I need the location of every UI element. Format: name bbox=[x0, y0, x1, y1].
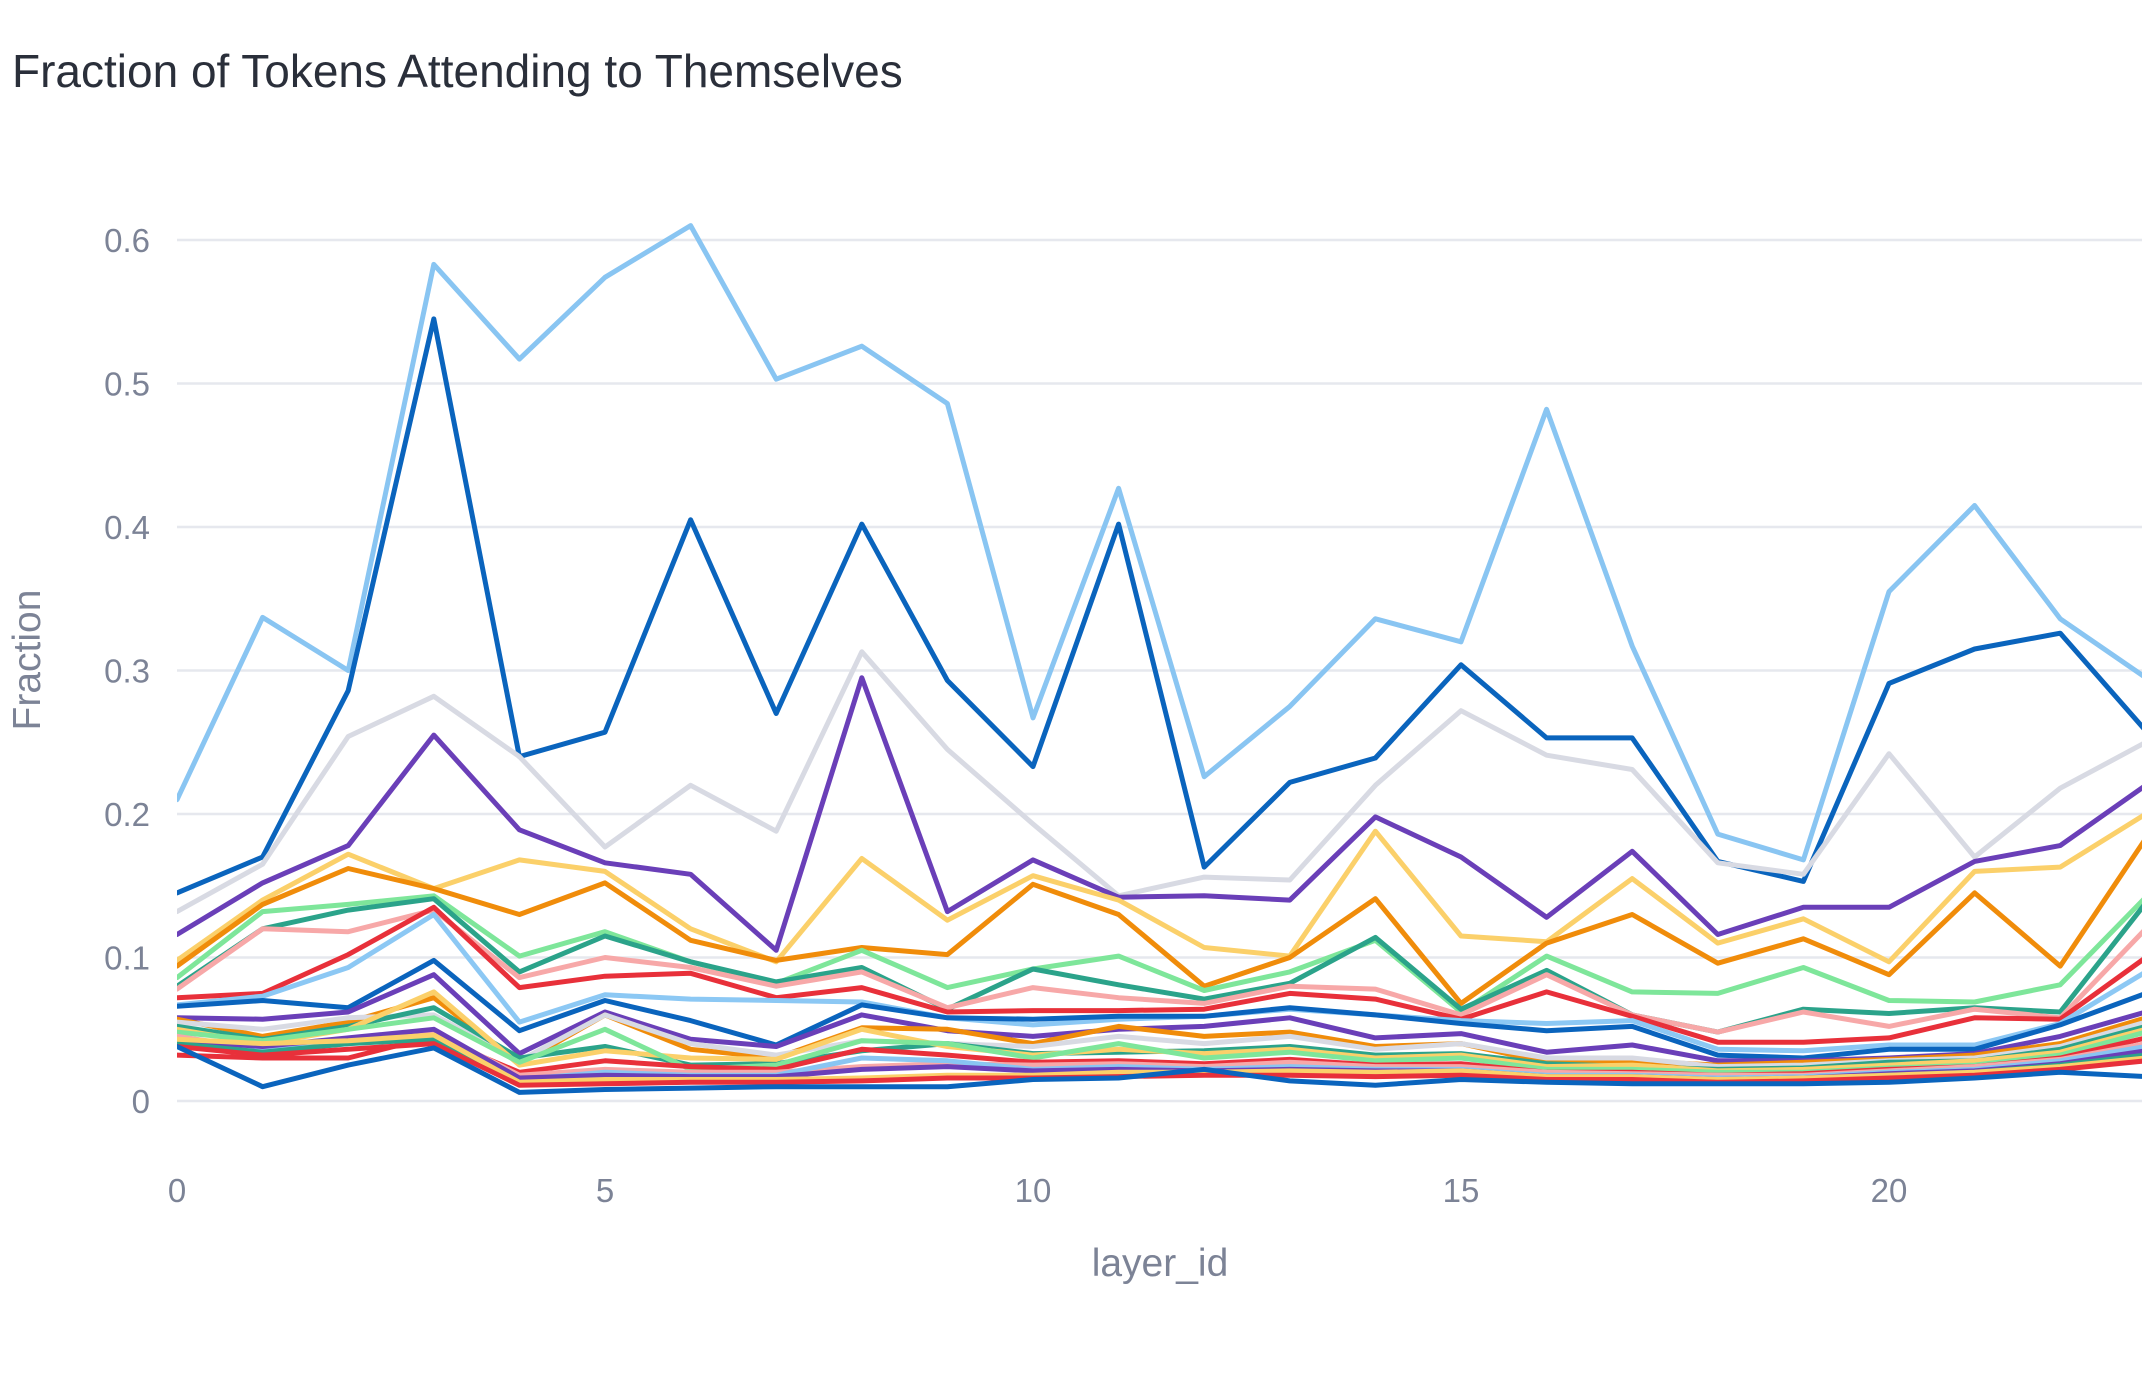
series-line-4[interactable] bbox=[177, 675, 2142, 953]
series-line-9[interactable] bbox=[177, 907, 2142, 1035]
y-tick-label: 0.4 bbox=[104, 509, 150, 546]
series-line-26[interactable] bbox=[177, 1044, 2142, 1095]
x-tick-label: 15 bbox=[1443, 1172, 1480, 1209]
chart-title: Fraction of Tokens Attending to Themselv… bbox=[12, 45, 903, 97]
y-axis-title: Fraction bbox=[6, 590, 49, 731]
series-line-10[interactable] bbox=[177, 904, 2142, 1045]
y-tick-label: 0.2 bbox=[104, 796, 150, 833]
series-line-6[interactable] bbox=[177, 838, 2142, 1006]
x-tick-labels: 0 5 10 15 20 bbox=[168, 1172, 1908, 1209]
series-line-8[interactable] bbox=[177, 896, 2142, 1035]
y-tick-label: 0.3 bbox=[104, 653, 150, 690]
series-line-5[interactable] bbox=[177, 813, 2142, 965]
series-line-7[interactable] bbox=[177, 893, 2142, 1015]
x-tick-label: 20 bbox=[1871, 1172, 1908, 1209]
y-tick-labels: 0 0.1 0.2 0.3 0.4 0.5 0.6 bbox=[104, 222, 150, 1120]
x-tick-label: 5 bbox=[596, 1172, 614, 1209]
y-tick-label: 0.5 bbox=[104, 366, 150, 403]
x-tick-label: 10 bbox=[1015, 1172, 1052, 1209]
y-tick-label: 0.6 bbox=[104, 222, 150, 259]
y-tick-label: 0 bbox=[132, 1083, 150, 1120]
series-line-3[interactable] bbox=[177, 649, 2142, 915]
y-tick-label: 0.1 bbox=[104, 940, 150, 977]
series-line-2[interactable] bbox=[177, 316, 2142, 896]
series-lines bbox=[177, 223, 2142, 1095]
x-axis-title: layer_id bbox=[1092, 1242, 1229, 1285]
series-line-12[interactable] bbox=[177, 957, 2142, 1061]
x-tick-label: 0 bbox=[168, 1172, 186, 1209]
series-line-1[interactable] bbox=[177, 223, 2142, 863]
